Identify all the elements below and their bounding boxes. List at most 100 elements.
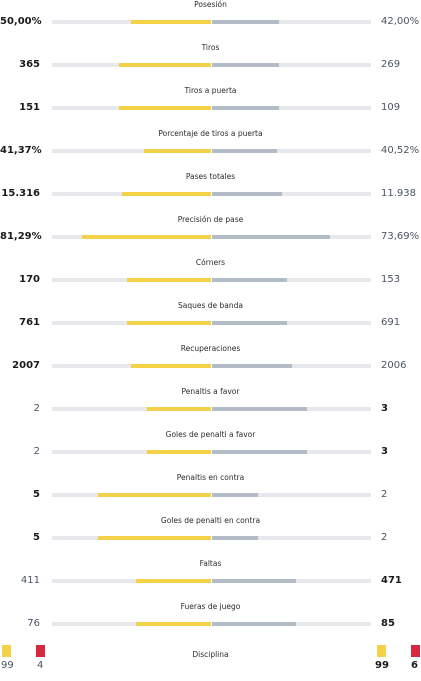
away-bar-fill (212, 579, 296, 583)
stat-row: Faltas 411 471 (0, 559, 421, 597)
away-value: 269 (381, 59, 401, 70)
away-yellow-count: 99 (375, 660, 389, 671)
away-value: 2 (381, 489, 388, 500)
home-bar-fill (147, 450, 211, 454)
stat-label: Tiros (201, 43, 220, 52)
home-value: 365 (19, 59, 40, 70)
home-value: 50,00% (0, 16, 42, 27)
stat-label: Penaltis a favor (181, 387, 240, 396)
away-value: 691 (381, 317, 401, 328)
away-yellow-card-icon (377, 645, 386, 657)
away-bar-fill (212, 149, 277, 153)
home-yellow-card-icon (2, 645, 11, 657)
away-bar-fill (212, 536, 258, 540)
home-bar-track (52, 321, 211, 325)
away-value: 3 (381, 403, 388, 414)
home-bar-fill (131, 364, 211, 368)
away-bar-track (212, 364, 371, 368)
stat-row: Córners 170 153 (0, 258, 421, 296)
home-bar-fill (98, 536, 211, 540)
away-bar-track (212, 149, 371, 153)
away-bar-fill (212, 450, 307, 454)
home-bar-fill (122, 192, 211, 196)
away-bar-fill (212, 235, 330, 239)
away-red-count: 6 (411, 660, 418, 671)
away-bar-track (212, 235, 371, 239)
away-value: 40,52% (381, 145, 420, 156)
home-bar-track (52, 63, 211, 67)
home-bar-track (52, 106, 211, 110)
home-value: 411 (20, 575, 40, 586)
away-value: 471 (381, 575, 402, 586)
stat-row: Fueras de juego 76 85 (0, 602, 421, 640)
away-bar-fill (212, 622, 296, 626)
stat-row: Posesión 50,00% 42,00% (0, 0, 421, 38)
home-bar-track (52, 278, 211, 282)
away-value: 2 (381, 532, 388, 543)
home-bar-track (52, 622, 211, 626)
home-value: 761 (19, 317, 40, 328)
away-value: 85 (381, 618, 395, 629)
away-value: 2006 (381, 360, 407, 371)
home-yellow-count: 99 (1, 660, 14, 671)
home-bar-track (52, 235, 211, 239)
home-red-card-icon (36, 645, 45, 657)
home-bar-track (52, 493, 211, 497)
discipline-label: Disciplina (192, 650, 229, 659)
stat-label: Posesión (194, 0, 227, 9)
home-bar-fill (144, 149, 211, 153)
home-bar-fill (136, 622, 211, 626)
away-bar-fill (212, 493, 258, 497)
away-bar-track (212, 493, 371, 497)
stat-row: Tiros 365 269 (0, 43, 421, 81)
home-value: 41,37% (0, 145, 42, 156)
away-bar-track (212, 321, 371, 325)
stat-row: Goles de penalti a favor 2 3 (0, 430, 421, 468)
stat-label: Precisión de pase (177, 215, 244, 224)
home-value: 2 (33, 403, 40, 414)
home-bar-fill (127, 278, 211, 282)
stat-label: Goles de penalti a favor (165, 430, 256, 439)
stat-row: Goles de penalti en contra 5 2 (0, 516, 421, 554)
stat-label: Faltas (199, 559, 222, 568)
home-value: 81,29% (0, 231, 42, 242)
home-bar-fill (119, 106, 211, 110)
away-bar-track (212, 63, 371, 67)
away-bar-fill (212, 192, 282, 196)
home-bar-fill (136, 579, 211, 583)
away-bar-fill (212, 20, 279, 24)
stat-label: Recuperaciones (180, 344, 241, 353)
home-bar-track (52, 536, 211, 540)
home-bar-track (52, 20, 211, 24)
home-bar-track (52, 579, 211, 583)
stat-row: Precisión de pase 81,29% 73,69% (0, 215, 421, 253)
stat-row: Saques de banda 761 691 (0, 301, 421, 339)
away-value: 153 (381, 274, 401, 285)
away-value: 11.938 (381, 188, 416, 199)
stat-row: Tiros a puerta 151 109 (0, 86, 421, 124)
away-bar-track (212, 407, 371, 411)
away-bar-fill (212, 407, 307, 411)
away-value: 3 (381, 446, 388, 457)
home-bar-fill (131, 20, 211, 24)
home-bar-track (52, 192, 211, 196)
discipline-row: 99 4 Disciplina 99 6 (0, 644, 421, 681)
away-bar-fill (212, 321, 287, 325)
home-value: 5 (33, 532, 40, 543)
home-value: 2007 (12, 360, 40, 371)
away-bar-fill (212, 106, 279, 110)
home-value: 151 (19, 102, 40, 113)
stat-label: Pases totales (185, 172, 236, 181)
away-bar-fill (212, 278, 287, 282)
home-bar-fill (147, 407, 211, 411)
home-value: 2 (33, 446, 40, 457)
stat-label: Porcentaje de tiros a puerta (158, 129, 263, 138)
away-bar-track (212, 192, 371, 196)
home-bar-track (52, 450, 211, 454)
stat-label: Tiros a puerta (184, 86, 237, 95)
stat-row: Recuperaciones 2007 2006 (0, 344, 421, 382)
away-bar-track (212, 106, 371, 110)
home-value: 170 (19, 274, 40, 285)
away-bar-fill (212, 63, 279, 67)
stat-row: Porcentaje de tiros a puerta 41,37% 40,52% (0, 129, 421, 167)
